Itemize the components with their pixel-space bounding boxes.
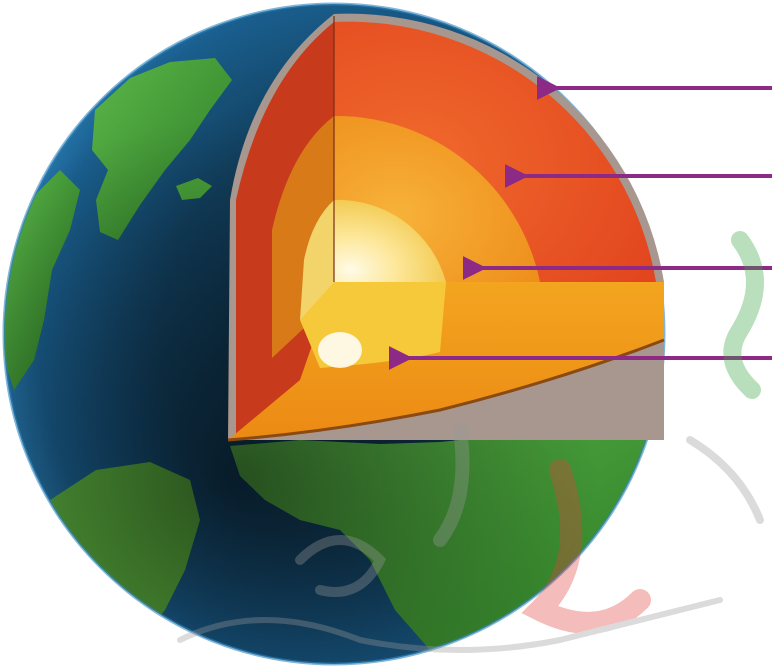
arrows (388, 76, 772, 370)
inner-core-glow (318, 332, 362, 368)
inner-core-wall (300, 200, 334, 320)
madagascar (598, 548, 628, 606)
watermark-logo (177, 231, 764, 653)
cutaway (227, 13, 665, 442)
cutaway-rim (227, 338, 665, 442)
inner-core-layer (334, 199, 446, 282)
